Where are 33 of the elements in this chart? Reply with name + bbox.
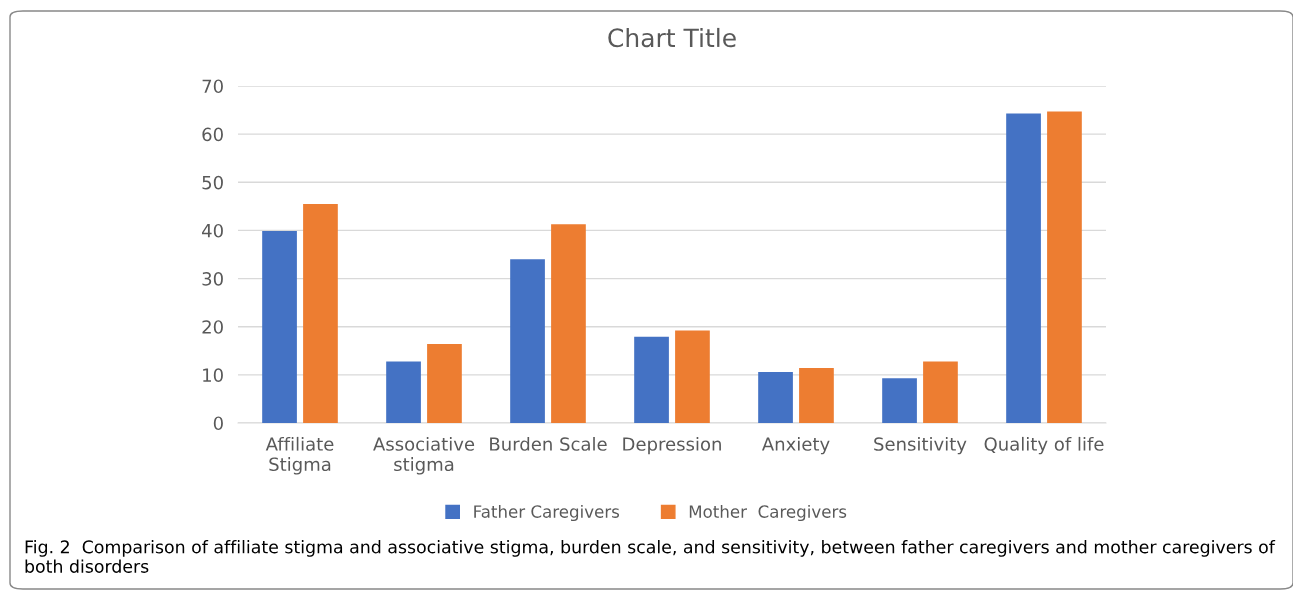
x-tick-label: Depression <box>623 436 721 455</box>
bar <box>510 259 545 423</box>
x-tick-label: Associative stigma <box>373 436 475 475</box>
bar <box>675 330 710 423</box>
bar <box>882 378 917 423</box>
bar <box>634 336 669 423</box>
y-tick-label: 60 <box>202 127 223 142</box>
y-tick-label: 0 <box>213 416 223 431</box>
x-tick-label: Burden Scale <box>490 436 607 451</box>
bar <box>1047 111 1082 423</box>
y-tick-label: 30 <box>202 272 223 286</box>
y-tick-label: 70 <box>202 79 223 94</box>
y-tick-label: 40 <box>202 223 223 238</box>
bar <box>303 203 338 423</box>
legend-label: Mother Caregivers <box>689 504 847 522</box>
bar <box>758 371 793 423</box>
bar <box>386 361 421 423</box>
bar <box>262 230 297 423</box>
y-tick-label: 10 <box>203 368 223 382</box>
y-tick-label: 20 <box>202 320 223 334</box>
bar <box>427 344 462 423</box>
bar <box>799 368 834 423</box>
bar <box>551 224 586 423</box>
x-tick-label: Affiliate Stigma <box>265 436 334 475</box>
y-tick-label: 50 <box>202 175 223 190</box>
x-tick-label: Anxiety <box>761 436 830 455</box>
x-tick-label: Quality of life <box>984 436 1104 455</box>
bar <box>1006 113 1041 423</box>
bar <box>923 361 958 423</box>
legend-label: Father Caregivers <box>474 504 620 522</box>
chart-title: Chart Title <box>608 27 736 48</box>
x-tick-label: Sensitivity <box>874 436 967 455</box>
caption: Fig. 2 Comparison of affiliate stigma and associative stigma, burden scale, and sensitivity, between father caregivers and mother caregivers of both disorders <box>25 540 1276 573</box>
